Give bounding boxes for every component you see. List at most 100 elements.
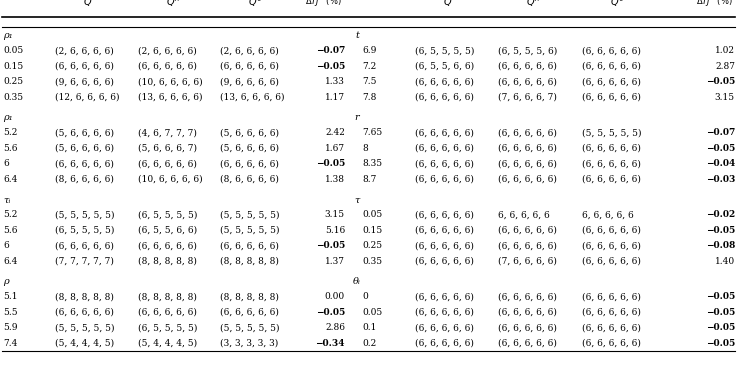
Text: −0.07: −0.07 — [706, 128, 735, 137]
Text: 1.38: 1.38 — [325, 175, 345, 184]
Text: (6, 6, 6, 6, 6): (6, 6, 6, 6, 6) — [582, 257, 641, 266]
Text: 8.35: 8.35 — [362, 159, 382, 168]
Text: 6.4: 6.4 — [3, 257, 18, 266]
Text: (6, 6, 6, 6, 6): (6, 6, 6, 6, 6) — [415, 210, 474, 219]
Text: $Q^0$: $Q^0$ — [248, 0, 262, 9]
Text: (7, 6, 6, 6, 6): (7, 6, 6, 6, 6) — [498, 257, 557, 266]
Text: (6, 6, 6, 6, 6): (6, 6, 6, 6, 6) — [220, 62, 279, 71]
Text: −0.02: −0.02 — [706, 210, 735, 219]
Text: 2.87: 2.87 — [715, 62, 735, 71]
Text: (6, 6, 6, 6, 6): (6, 6, 6, 6, 6) — [498, 339, 557, 348]
Text: (6, 6, 6, 6, 6): (6, 6, 6, 6, 6) — [498, 62, 557, 71]
Text: (10, 6, 6, 6, 6): (10, 6, 6, 6, 6) — [138, 175, 203, 184]
Text: (6, 6, 6, 6, 6): (6, 6, 6, 6, 6) — [582, 144, 641, 153]
Text: (8, 6, 6, 6, 6): (8, 6, 6, 6, 6) — [55, 175, 114, 184]
Text: (2, 6, 6, 6, 6): (2, 6, 6, 6, 6) — [138, 46, 197, 55]
Text: (6, 6, 6, 6, 6): (6, 6, 6, 6, 6) — [498, 226, 557, 235]
Text: (5, 6, 6, 6, 6): (5, 6, 6, 6, 6) — [220, 128, 279, 137]
Text: 6.4: 6.4 — [3, 175, 18, 184]
Text: −0.05: −0.05 — [706, 226, 735, 235]
Text: τᵢ: τᵢ — [3, 196, 10, 204]
Text: (7, 7, 7, 7, 7): (7, 7, 7, 7, 7) — [55, 257, 114, 266]
Text: 5.6: 5.6 — [3, 144, 18, 153]
Text: −0.05: −0.05 — [315, 241, 345, 250]
Text: $Q^*$: $Q^*$ — [442, 0, 458, 9]
Text: 0.25: 0.25 — [3, 77, 23, 86]
Text: (6, 6, 6, 6, 6): (6, 6, 6, 6, 6) — [55, 308, 114, 317]
Text: −0.07: −0.07 — [315, 46, 345, 55]
Text: (6, 6, 6, 6, 6): (6, 6, 6, 6, 6) — [220, 308, 279, 317]
Text: 8: 8 — [362, 144, 368, 153]
Text: t: t — [355, 32, 359, 40]
Text: $Q^h$: $Q^h$ — [526, 0, 540, 9]
Text: (6, 6, 6, 6, 6): (6, 6, 6, 6, 6) — [498, 128, 557, 137]
Text: 5.9: 5.9 — [3, 323, 18, 332]
Text: 1.40: 1.40 — [715, 257, 735, 266]
Text: 2.86: 2.86 — [325, 323, 345, 332]
Text: (6, 6, 6, 6, 6): (6, 6, 6, 6, 6) — [220, 241, 279, 250]
Text: ρ₁: ρ₁ — [3, 114, 13, 122]
Text: 0.15: 0.15 — [362, 226, 383, 235]
Text: −0.08: −0.08 — [705, 241, 735, 250]
Text: (6, 6, 6, 6, 6): (6, 6, 6, 6, 6) — [55, 62, 114, 71]
Text: (5, 4, 4, 4, 5): (5, 4, 4, 4, 5) — [55, 339, 114, 348]
Text: 1.17: 1.17 — [325, 93, 345, 102]
Text: $Q^h$: $Q^h$ — [166, 0, 180, 9]
Text: $Q^*$: $Q^*$ — [83, 0, 97, 9]
Text: (6, 6, 6, 6, 6): (6, 6, 6, 6, 6) — [498, 77, 557, 86]
Text: (6, 6, 6, 6, 6): (6, 6, 6, 6, 6) — [582, 77, 641, 86]
Text: (8, 8, 8, 8, 8): (8, 8, 8, 8, 8) — [55, 292, 114, 301]
Text: (6, 6, 6, 6, 6): (6, 6, 6, 6, 6) — [138, 308, 197, 317]
Text: (6, 6, 6, 6, 6): (6, 6, 6, 6, 6) — [415, 175, 474, 184]
Text: (5, 5, 5, 5, 5): (5, 5, 5, 5, 5) — [55, 210, 114, 219]
Text: 5.16: 5.16 — [325, 226, 345, 235]
Text: (13, 6, 6, 6, 6): (13, 6, 6, 6, 6) — [138, 93, 203, 102]
Text: 3.15: 3.15 — [715, 93, 735, 102]
Text: (10, 6, 6, 6, 6): (10, 6, 6, 6, 6) — [138, 77, 203, 86]
Text: 7.5: 7.5 — [362, 77, 377, 86]
Text: (6, 6, 6, 6, 6): (6, 6, 6, 6, 6) — [415, 93, 474, 102]
Text: 0.15: 0.15 — [3, 62, 24, 71]
Text: 5.5: 5.5 — [3, 308, 18, 317]
Text: (5, 6, 6, 6, 6): (5, 6, 6, 6, 6) — [55, 144, 114, 153]
Text: (6, 5, 5, 5, 5): (6, 5, 5, 5, 5) — [138, 210, 198, 219]
Text: (6, 6, 6, 6, 6): (6, 6, 6, 6, 6) — [582, 241, 641, 250]
Text: (8, 8, 8, 8, 8): (8, 8, 8, 8, 8) — [220, 292, 279, 301]
Text: (13, 6, 6, 6, 6): (13, 6, 6, 6, 6) — [220, 93, 284, 102]
Text: (6, 6, 6, 6, 6): (6, 6, 6, 6, 6) — [415, 323, 474, 332]
Text: (6, 6, 6, 6, 6): (6, 6, 6, 6, 6) — [582, 62, 641, 71]
Text: (6, 6, 6, 6, 6): (6, 6, 6, 6, 6) — [582, 226, 641, 235]
Text: (5, 6, 6, 6, 6): (5, 6, 6, 6, 6) — [220, 144, 279, 153]
Text: (6, 5, 5, 6, 6): (6, 5, 5, 6, 6) — [415, 62, 474, 71]
Text: (6, 6, 6, 6, 6): (6, 6, 6, 6, 6) — [415, 257, 474, 266]
Text: (7, 6, 6, 6, 7): (7, 6, 6, 6, 7) — [498, 93, 557, 102]
Text: −0.05: −0.05 — [706, 323, 735, 332]
Text: (8, 8, 8, 8, 8): (8, 8, 8, 8, 8) — [138, 292, 197, 301]
Text: 0.00: 0.00 — [325, 292, 345, 301]
Text: τ: τ — [354, 196, 360, 204]
Text: −0.05: −0.05 — [706, 292, 735, 301]
Text: −0.05: −0.05 — [706, 144, 735, 153]
Text: 6, 6, 6, 6, 6: 6, 6, 6, 6, 6 — [582, 210, 634, 219]
Text: (5, 5, 5, 5, 5): (5, 5, 5, 5, 5) — [220, 226, 279, 235]
Text: (6, 6, 6, 6, 6): (6, 6, 6, 6, 6) — [415, 144, 474, 153]
Text: 6: 6 — [3, 241, 9, 250]
Text: (6, 6, 6, 6, 6): (6, 6, 6, 6, 6) — [415, 77, 474, 86]
Text: (5, 5, 5, 5, 5): (5, 5, 5, 5, 5) — [220, 323, 279, 332]
Text: −0.04: −0.04 — [706, 159, 735, 168]
Text: (6, 6, 6, 6, 6): (6, 6, 6, 6, 6) — [498, 144, 557, 153]
Text: (4, 6, 7, 7, 7): (4, 6, 7, 7, 7) — [138, 128, 197, 137]
Text: ρ: ρ — [3, 278, 9, 286]
Text: 0.35: 0.35 — [362, 257, 382, 266]
Text: −0.05: −0.05 — [706, 308, 735, 317]
Text: 6.9: 6.9 — [362, 46, 377, 55]
Text: 7.65: 7.65 — [362, 128, 383, 137]
Text: (6, 6, 6, 6, 6): (6, 6, 6, 6, 6) — [415, 226, 474, 235]
Text: (6, 6, 6, 6, 6): (6, 6, 6, 6, 6) — [415, 308, 474, 317]
Text: (6, 6, 6, 6, 6): (6, 6, 6, 6, 6) — [582, 339, 641, 348]
Text: (6, 6, 6, 6, 6): (6, 6, 6, 6, 6) — [582, 46, 641, 55]
Text: 0: 0 — [362, 292, 368, 301]
Text: −0.05: −0.05 — [315, 159, 345, 168]
Text: 6: 6 — [3, 159, 9, 168]
Text: (6, 6, 6, 6, 6): (6, 6, 6, 6, 6) — [582, 292, 641, 301]
